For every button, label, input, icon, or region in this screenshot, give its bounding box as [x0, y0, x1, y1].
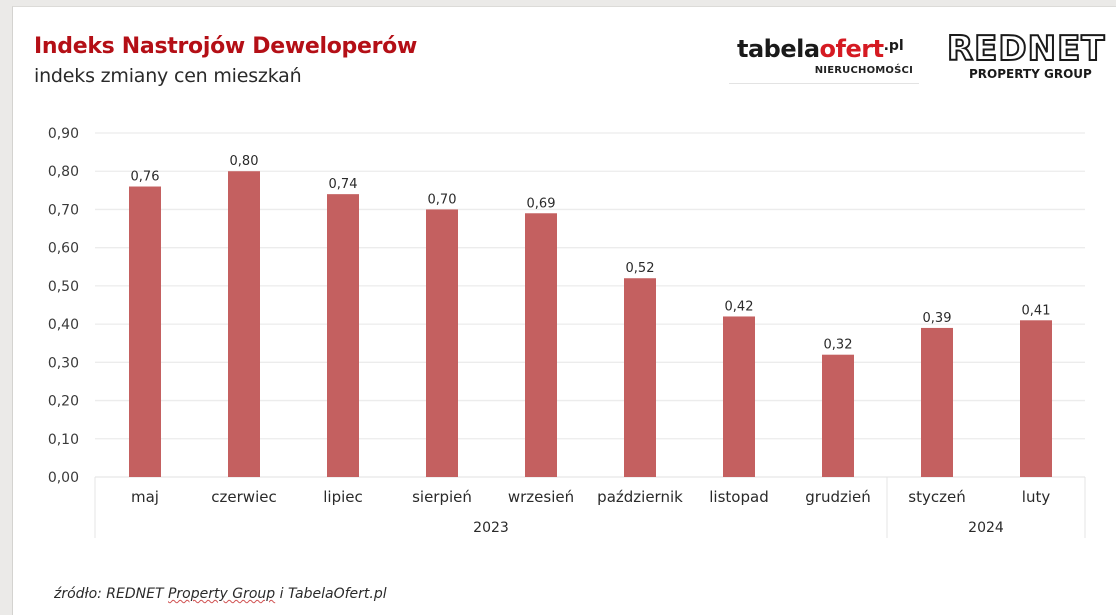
source-prefix: źródło: REDNET — [54, 586, 168, 602]
data-label: 0,70 — [428, 192, 457, 207]
x-tick-label: grudzień — [805, 488, 871, 506]
bar — [1020, 320, 1052, 477]
bar — [624, 278, 656, 477]
data-label: 0,41 — [1022, 303, 1051, 318]
bar — [822, 354, 854, 477]
x-tick-label: listopad — [709, 488, 768, 506]
x-tick-label: wrzesień — [508, 488, 574, 506]
data-label: 0,76 — [131, 170, 160, 185]
group-label: 2024 — [968, 520, 1004, 536]
group-label: 2023 — [473, 520, 509, 536]
tabelaofert-tagline: NIERUCHOMOŚCI — [814, 65, 913, 76]
source-suffix: i TabelaOfert.pl — [275, 586, 387, 602]
data-label: 0,39 — [923, 311, 952, 326]
data-label: 0,80 — [230, 154, 259, 169]
rednet-logo: REDNET PROPERTY GROUP — [946, 28, 1109, 85]
x-tick-label: sierpień — [412, 488, 472, 506]
y-tick-label: 0,10 — [48, 432, 79, 448]
x-tick-label: październik — [597, 488, 683, 506]
rednet-tagline: PROPERTY GROUP — [969, 67, 1092, 81]
x-tick-label: styczeń — [908, 488, 965, 506]
y-tick-label: 0,70 — [48, 202, 79, 218]
tabelaofert-logo: tabelaofert.pl NIERUCHOMOŚCI — [729, 35, 919, 84]
data-label: 0,52 — [626, 261, 655, 276]
bar — [723, 316, 755, 477]
data-label: 0,32 — [824, 338, 853, 353]
data-label: 0,69 — [527, 196, 556, 211]
chart-subtitle: indeks zmiany cen mieszkań — [34, 65, 302, 87]
source-note: źródło: REDNET Property Group i TabelaOf… — [54, 586, 387, 602]
y-tick-label: 0,50 — [48, 279, 79, 295]
bar — [426, 209, 458, 477]
y-tick-label: 0,30 — [48, 355, 79, 371]
logo-part-ofert: ofert — [819, 35, 885, 63]
source-underlined: Property Group — [167, 586, 276, 602]
bar — [921, 327, 953, 477]
tabelaofert-wordmark: tabelaofert.pl — [737, 35, 904, 63]
bar — [525, 213, 557, 477]
y-tick-label: 0,20 — [48, 394, 79, 410]
bar — [228, 171, 260, 477]
y-tick-label: 0,00 — [48, 470, 79, 486]
rednet-wordmark: REDNET — [946, 28, 1106, 70]
x-tick-label: maj — [131, 488, 159, 506]
y-tick-label: 0,80 — [48, 164, 79, 180]
x-tick-label: luty — [1022, 488, 1051, 506]
chart-title: Indeks Nastrojów Deweloperów — [34, 34, 418, 59]
y-tick-label: 0,90 — [48, 126, 79, 142]
y-tick-label: 0,60 — [48, 241, 79, 257]
y-tick-label: 0,40 — [48, 317, 79, 333]
x-tick-label: czerwiec — [211, 488, 276, 506]
x-tick-label: lipiec — [323, 488, 363, 506]
data-label: 0,74 — [329, 177, 358, 192]
bar — [129, 186, 161, 477]
logo-part-pl: .pl — [883, 38, 904, 54]
data-label: 0,42 — [725, 299, 754, 314]
logo-part-tabela: tabela — [737, 35, 820, 63]
bar — [327, 194, 359, 477]
slide: Indeks Nastrojów Deweloperów indeks zmia… — [12, 6, 1116, 615]
